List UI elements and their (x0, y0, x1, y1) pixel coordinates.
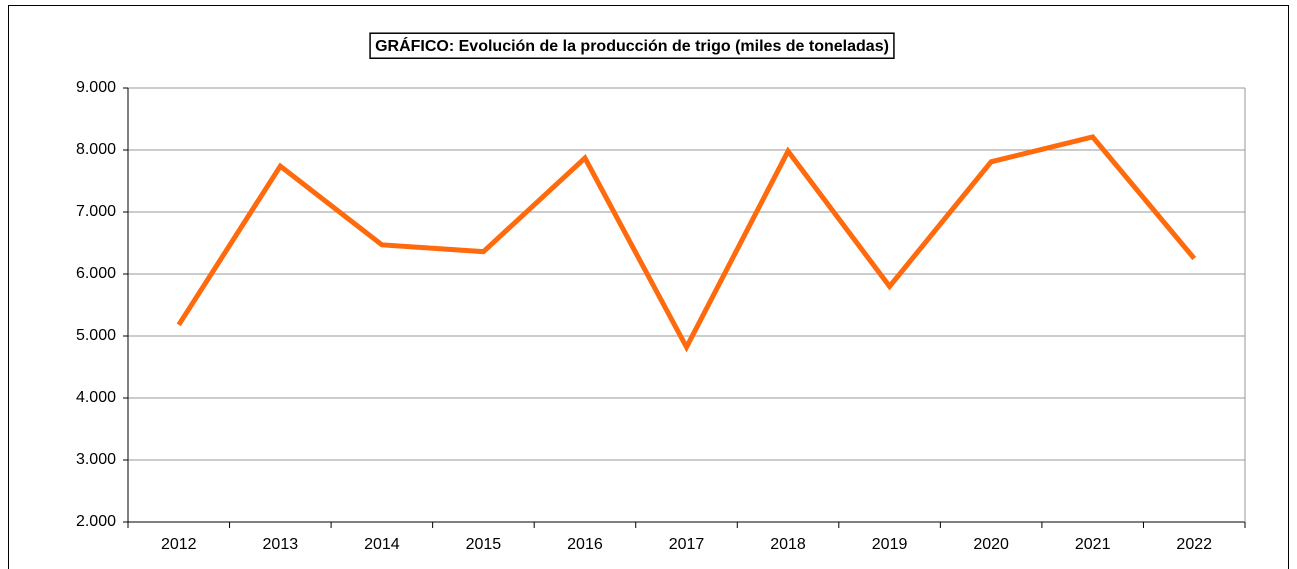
y-tick-label: 3.000 (76, 451, 116, 468)
x-tick-label: 2021 (1075, 536, 1111, 553)
y-tick-label: 9.000 (76, 79, 116, 96)
x-tick-label: 2019 (872, 536, 908, 553)
y-tick-label: 8.000 (76, 141, 116, 158)
x-tick-label: 2012 (161, 536, 197, 553)
title-box (369, 32, 895, 59)
y-tick-label: 2.000 (76, 513, 116, 530)
y-tick-label: 5.000 (76, 327, 116, 344)
x-tick-label: 2018 (770, 536, 806, 553)
y-tick-label: 4.000 (76, 389, 116, 406)
chart-border (8, 5, 1289, 569)
x-tick-label: 2013 (263, 536, 299, 553)
x-tick-label: 2022 (1176, 536, 1212, 553)
x-tick-label: 2017 (669, 536, 705, 553)
x-tick-label: 2015 (466, 536, 502, 553)
data-line (176, 134, 1197, 353)
y-tick-label: 6.000 (76, 265, 116, 282)
x-tick-label: 2016 (567, 536, 603, 553)
x-tick-label: 2014 (364, 536, 400, 553)
chart-title: GRÁFICO: Evolución de la producción de t… (375, 36, 889, 55)
x-tick-label: 2020 (973, 536, 1009, 553)
y-tick-label: 7.000 (76, 203, 116, 220)
